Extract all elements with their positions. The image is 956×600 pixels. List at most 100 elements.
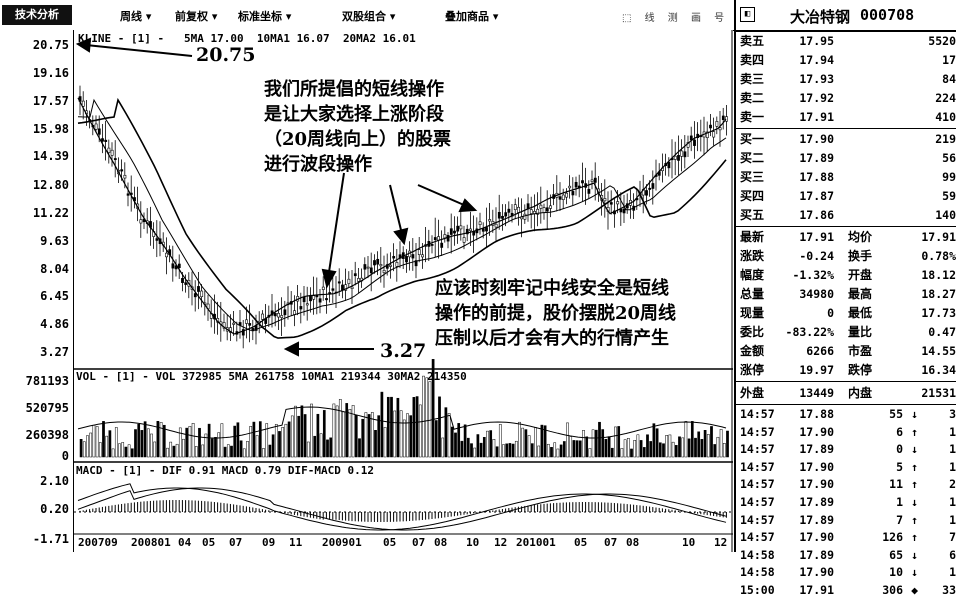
- dif-line: [77, 483, 727, 531]
- candle-body: [197, 286, 200, 292]
- candle-body: [382, 269, 386, 274]
- dual-stock-menu[interactable]: 双股组合 ▾: [342, 10, 396, 23]
- candle-body: [350, 286, 354, 289]
- candle-body: [232, 322, 236, 325]
- volume-bar: [374, 430, 377, 458]
- volume-bar: [287, 421, 291, 458]
- volume-bar: [633, 440, 637, 458]
- stat-value: -1.32%: [792, 268, 834, 282]
- candle-body: [373, 260, 376, 266]
- tick-direction-icon: ↓: [911, 495, 918, 509]
- quote-header: ◧ 大冶特钢 000708: [736, 0, 956, 32]
- tick-price: 17.88: [799, 407, 834, 421]
- candle-body: [609, 202, 613, 205]
- volume-bar: [614, 426, 617, 458]
- stat-label: 最高: [848, 287, 873, 301]
- candle-body: [488, 219, 492, 222]
- macd-tick: 0.20: [40, 502, 69, 516]
- volume-bar: [188, 426, 192, 458]
- ma10-value: 10MA1 16.07: [256, 32, 330, 45]
- volume-bar: [457, 423, 461, 458]
- volume-bar: [642, 447, 646, 458]
- tick-count: 2: [949, 477, 956, 492]
- panel-toggle-icon[interactable]: ◧: [740, 7, 755, 22]
- volume-bar: [514, 440, 518, 458]
- volume-bar: [105, 435, 109, 458]
- stat-label: 最低: [848, 306, 873, 320]
- stock-code: 000708: [860, 6, 915, 24]
- volume-bar: [98, 442, 102, 458]
- bid-price: 17.89: [799, 151, 834, 165]
- volume-bar: [156, 420, 160, 458]
- volume-bar: [204, 433, 208, 458]
- price-tick: 3.27: [40, 345, 69, 359]
- candle-body: [513, 204, 517, 210]
- stat-value: 18.12: [921, 268, 956, 282]
- volume-bar: [207, 423, 211, 458]
- price-tick: 15.98: [32, 122, 69, 136]
- volume-bar: [722, 443, 726, 458]
- volume-bar: [482, 437, 486, 458]
- tick-count: 1: [949, 565, 956, 580]
- candle-body: [184, 282, 188, 285]
- volume-bar: [252, 421, 256, 458]
- short-term-note: 我们所提倡的短线操作 是让大家选择上涨阶段 （20周线向上）的股票 进行波段操作: [264, 77, 451, 177]
- candle-body: [651, 183, 655, 189]
- tick-price: 17.90: [799, 477, 834, 492]
- tech-analysis-button[interactable]: 技术分析: [2, 5, 72, 25]
- volume-bar: [463, 424, 467, 458]
- tick-volume: 55: [889, 407, 903, 421]
- volume-bar: [582, 430, 585, 458]
- drawing-tools-icon[interactable]: ⬚ 线 测 画 号 辅: [622, 13, 753, 24]
- volume-bar: [486, 430, 489, 458]
- volume-bar: [290, 415, 294, 458]
- volume-bar: [546, 443, 550, 458]
- volume-bar: [316, 413, 320, 458]
- volume-bar: [470, 443, 473, 458]
- tick-count: 1: [949, 442, 956, 457]
- quote-panel: ◧ 大冶特钢 000708 卖五 17.95 5520 卖四 17.94 17 卖三 17.9…: [734, 0, 956, 597]
- tick-direction-icon: ↓: [911, 407, 918, 421]
- volume-bar: [415, 396, 419, 458]
- stat-label: 开盘: [848, 268, 873, 282]
- x-axis-label: 08: [434, 536, 448, 549]
- tick-time: 14:57: [740, 477, 775, 492]
- volume-bar: [150, 433, 153, 458]
- divider: [736, 128, 956, 129]
- volume-bar: [540, 424, 544, 458]
- tick-direction-icon: ↓: [911, 565, 918, 580]
- x-axis-label: 11: [289, 536, 303, 549]
- stat-label: 跌停: [848, 363, 873, 377]
- volume-bar: [262, 448, 265, 458]
- volume-bar: [588, 448, 592, 458]
- overlay-menu[interactable]: 叠加商品 ▾: [445, 10, 499, 23]
- volume-bar: [671, 441, 675, 458]
- volume-bar: [402, 419, 406, 458]
- candle-body: [529, 209, 533, 214]
- candle-body: [545, 207, 549, 212]
- bid-level-label: 买二: [740, 151, 765, 165]
- volume-bar: [572, 440, 576, 458]
- candle-body: [721, 115, 725, 120]
- volume-bar: [428, 381, 432, 458]
- tick-count: 1: [949, 495, 956, 509]
- coordinate-menu[interactable]: 标准坐标 ▾: [238, 10, 292, 23]
- kline-chart[interactable]: KLINE - [1] - 5MA 17.00 10MA1 16.07 20MA…: [74, 30, 733, 552]
- volume-bar: [534, 427, 537, 458]
- bid-level-label: 买四: [740, 189, 765, 203]
- adjust-menu[interactable]: 前复权 ▾: [175, 10, 218, 23]
- tick-price: 17.89: [799, 442, 834, 457]
- tick-direction-icon: ↑: [911, 459, 918, 474]
- period-menu[interactable]: 周线 ▾: [120, 10, 152, 23]
- candle-body: [389, 264, 392, 267]
- volume-bar: [492, 439, 496, 458]
- volume-bar: [281, 427, 285, 458]
- tick-count: 1: [949, 512, 956, 527]
- volume-bar: [95, 426, 99, 458]
- volume-bar: [249, 426, 253, 458]
- candle-body: [465, 228, 469, 235]
- price-tick: 4.86: [40, 317, 69, 331]
- candle-body: [395, 262, 399, 267]
- price-tick: 6.45: [40, 289, 69, 303]
- outer-volume-value: 13449: [799, 386, 834, 400]
